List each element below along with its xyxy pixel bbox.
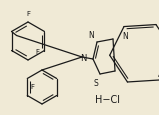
Text: N: N (88, 31, 94, 40)
Text: F: F (26, 11, 30, 17)
Text: H−Cl: H−Cl (96, 94, 121, 104)
Text: F: F (35, 49, 39, 55)
Text: N: N (80, 54, 86, 63)
Text: S: S (93, 78, 98, 87)
Text: F: F (30, 84, 34, 90)
Text: N: N (122, 31, 128, 40)
